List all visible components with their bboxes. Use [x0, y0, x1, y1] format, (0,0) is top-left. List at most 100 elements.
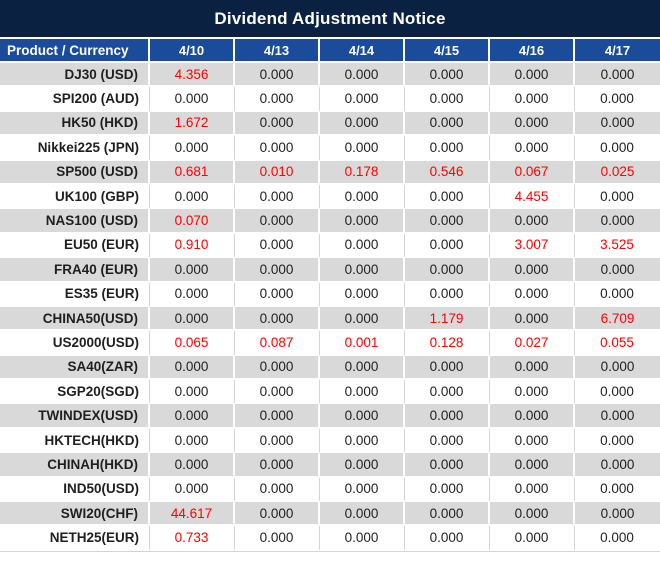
value-cell: 0.000 — [405, 87, 490, 112]
value-cell: 0.000 — [575, 209, 660, 234]
value-cell: 4.455 — [490, 184, 575, 210]
value-cell: 0.000 — [405, 282, 490, 307]
value-cell: 0.000 — [405, 63, 490, 88]
value-cell: 0.000 — [320, 87, 405, 112]
value-cell: 0.000 — [235, 502, 320, 527]
value-cell: 0.055 — [575, 331, 660, 356]
product-cell: SA40(ZAR) — [0, 355, 150, 381]
value-cell: 0.000 — [235, 209, 320, 234]
value-cell: 0.000 — [405, 355, 490, 381]
value-cell: 0.000 — [320, 502, 405, 527]
value-cell: 0.070 — [150, 209, 235, 234]
value-cell: 0.000 — [150, 355, 235, 381]
value-cell: 0.000 — [490, 306, 575, 332]
product-cell: SPI200 (AUD) — [0, 87, 150, 112]
value-cell: 0.000 — [405, 477, 490, 503]
value-cell: 0.000 — [320, 136, 405, 161]
value-cell: 0.000 — [320, 428, 405, 454]
table-row: NETH25(EUR) 0.733 0.000 0.000 0.000 0.00… — [0, 526, 660, 551]
table-row: SPI200 (AUD) 0.000 0.000 0.000 0.000 0.0… — [0, 87, 660, 112]
value-cell: 0.000 — [235, 111, 320, 137]
product-cell: NAS100 (USD) — [0, 209, 150, 234]
value-cell: 0.000 — [405, 404, 490, 429]
value-cell: 0.000 — [575, 136, 660, 161]
table-row: Nikkei225 (JPN) 0.000 0.000 0.000 0.000 … — [0, 136, 660, 161]
table-row: DJ30 (USD) 4.356 0.000 0.000 0.000 0.000… — [0, 63, 660, 88]
value-cell: 0.000 — [490, 453, 575, 478]
value-cell: 0.000 — [490, 502, 575, 527]
value-cell: 0.000 — [405, 502, 490, 527]
product-cell: SGP20(SGD) — [0, 380, 150, 405]
value-cell: 0.000 — [235, 258, 320, 283]
value-cell: 0.000 — [490, 428, 575, 454]
value-cell: 0.000 — [490, 355, 575, 381]
value-cell: 0.001 — [320, 331, 405, 356]
value-cell: 0.000 — [235, 453, 320, 478]
value-cell: 0.000 — [150, 453, 235, 478]
dividend-adjustment-table: Product / Currency 4/10 4/13 4/14 4/15 4… — [0, 39, 660, 552]
value-cell: 0.000 — [575, 477, 660, 503]
value-cell: 0.000 — [235, 184, 320, 210]
value-cell: 0.000 — [405, 380, 490, 405]
column-header-date-5: 4/16 — [490, 39, 575, 63]
product-cell: UK100 (GBP) — [0, 184, 150, 210]
product-cell: HKTECH(HKD) — [0, 428, 150, 454]
table-row: US2000(USD) 0.065 0.087 0.001 0.128 0.02… — [0, 331, 660, 356]
value-cell: 0.000 — [575, 502, 660, 527]
value-cell: 0.000 — [405, 136, 490, 161]
value-cell: 0.000 — [320, 477, 405, 503]
value-cell: 0.000 — [575, 282, 660, 307]
value-cell: 6.709 — [575, 306, 660, 332]
column-header-product: Product / Currency — [0, 39, 150, 63]
value-cell: 0.000 — [150, 258, 235, 283]
value-cell: 0.000 — [320, 282, 405, 307]
table-row: UK100 (GBP) 0.000 0.000 0.000 0.000 4.45… — [0, 184, 660, 210]
value-cell: 0.000 — [150, 184, 235, 210]
column-header-date-1: 4/10 — [150, 39, 235, 63]
value-cell: 0.000 — [150, 282, 235, 307]
value-cell: 0.000 — [575, 184, 660, 210]
value-cell: 0.546 — [405, 160, 490, 185]
value-cell: 0.000 — [575, 526, 660, 551]
value-cell: 0.000 — [150, 477, 235, 503]
value-cell: 0.000 — [320, 184, 405, 210]
value-cell: 0.000 — [490, 111, 575, 137]
value-cell: 0.000 — [490, 87, 575, 112]
value-cell: 0.067 — [490, 160, 575, 185]
product-cell: CHINA50(USD) — [0, 306, 150, 332]
product-cell: TWINDEX(USD) — [0, 404, 150, 429]
column-header-date-4: 4/15 — [405, 39, 490, 63]
value-cell: 1.179 — [405, 306, 490, 332]
product-cell: ES35 (EUR) — [0, 282, 150, 307]
table-row: SWI20(CHF) 44.617 0.000 0.000 0.000 0.00… — [0, 502, 660, 527]
value-cell: 0.010 — [235, 160, 320, 185]
value-cell: 0.000 — [490, 477, 575, 503]
value-cell: 0.000 — [320, 404, 405, 429]
value-cell: 3.007 — [490, 233, 575, 259]
value-cell: 0.000 — [575, 87, 660, 112]
product-cell: FRA40 (EUR) — [0, 258, 150, 283]
value-cell: 0.000 — [490, 526, 575, 551]
value-cell: 0.000 — [575, 355, 660, 381]
value-cell: 4.356 — [150, 63, 235, 88]
value-cell: 0.000 — [320, 380, 405, 405]
table-row: NAS100 (USD) 0.070 0.000 0.000 0.000 0.0… — [0, 209, 660, 234]
value-cell: 0.000 — [405, 453, 490, 478]
value-cell: 0.000 — [490, 258, 575, 283]
value-cell: 0.000 — [235, 428, 320, 454]
value-cell: 0.000 — [575, 453, 660, 478]
value-cell: 0.000 — [235, 63, 320, 88]
value-cell: 0.000 — [235, 404, 320, 429]
product-cell: DJ30 (USD) — [0, 63, 150, 88]
table-row: SA40(ZAR) 0.000 0.000 0.000 0.000 0.000 … — [0, 355, 660, 381]
value-cell: 0.000 — [235, 282, 320, 307]
column-header-date-2: 4/13 — [235, 39, 320, 63]
value-cell: 0.000 — [490, 209, 575, 234]
value-cell: 3.525 — [575, 233, 660, 259]
value-cell: 0.000 — [575, 428, 660, 454]
value-cell: 0.000 — [235, 380, 320, 405]
table-row: FRA40 (EUR) 0.000 0.000 0.000 0.000 0.00… — [0, 258, 660, 283]
value-cell: 0.000 — [320, 63, 405, 88]
table-row: IND50(USD) 0.000 0.000 0.000 0.000 0.000… — [0, 477, 660, 503]
table-row: EU50 (EUR) 0.910 0.000 0.000 0.000 3.007… — [0, 233, 660, 259]
